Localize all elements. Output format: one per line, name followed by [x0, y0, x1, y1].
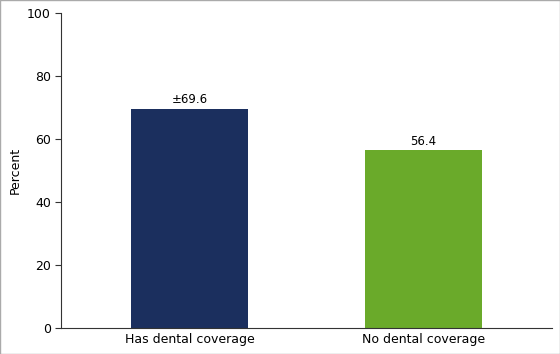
Text: 56.4: 56.4 — [410, 135, 436, 148]
Y-axis label: Percent: Percent — [8, 147, 21, 194]
Bar — [365, 150, 482, 328]
Text: ±69.6: ±69.6 — [171, 93, 208, 107]
Bar — [131, 109, 248, 328]
